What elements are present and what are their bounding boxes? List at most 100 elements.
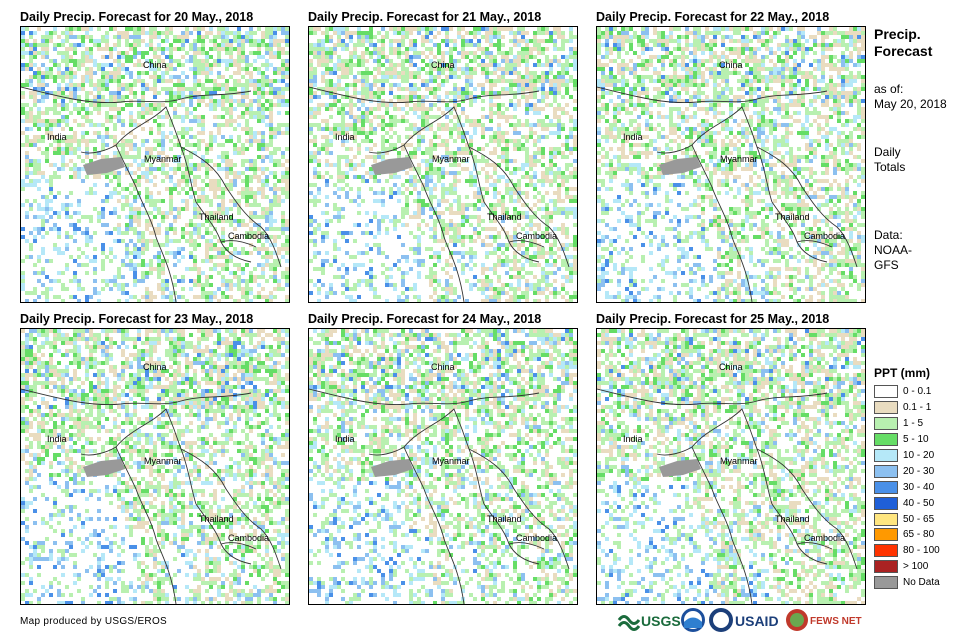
precip-cell <box>141 171 145 175</box>
precip-cell <box>145 263 149 267</box>
precip-cell <box>225 107 229 111</box>
precip-cell <box>65 139 69 143</box>
precip-cell <box>653 27 657 31</box>
precip-cell <box>565 139 569 143</box>
precip-cell <box>157 283 161 287</box>
precip-cell <box>157 259 161 263</box>
precip-cell <box>109 287 113 291</box>
precip-cell <box>261 247 265 251</box>
precip-cell <box>537 111 541 115</box>
precip-cell <box>177 207 181 211</box>
precip-cell <box>37 167 41 171</box>
precip-cell <box>493 111 497 115</box>
precip-cell <box>389 83 393 87</box>
precip-cell <box>117 215 121 219</box>
precip-cell <box>513 143 517 147</box>
precip-cell <box>73 95 77 99</box>
precip-cell <box>173 167 177 171</box>
precip-cell <box>353 155 357 159</box>
precip-cell <box>533 211 537 215</box>
precip-cell <box>73 107 77 111</box>
precip-cell <box>425 159 429 163</box>
precip-cell <box>525 191 529 195</box>
precip-cell <box>41 51 45 55</box>
precip-cell <box>161 143 165 147</box>
precip-cell <box>437 71 441 75</box>
precip-cell <box>177 211 181 215</box>
precip-cell <box>89 71 93 75</box>
precip-cell <box>217 51 221 55</box>
precip-cell <box>333 51 337 55</box>
precip-cell <box>249 271 253 275</box>
precip-cell <box>129 227 133 231</box>
precip-cell <box>45 51 49 55</box>
precip-cell <box>153 55 157 59</box>
precip-cell <box>89 55 93 59</box>
precip-cell <box>101 147 105 151</box>
precip-cell <box>549 163 553 167</box>
precip-cell <box>537 151 541 155</box>
precip-cell <box>213 291 217 295</box>
precip-cell <box>97 107 101 111</box>
precip-cell <box>373 91 377 95</box>
precip-cell <box>281 163 285 167</box>
precip-cell <box>105 231 109 235</box>
precip-cell <box>309 259 313 263</box>
precip-cell <box>277 227 281 231</box>
precip-cell <box>309 215 313 219</box>
precip-cell <box>257 155 261 159</box>
precip-cell <box>553 243 557 247</box>
precip-cell <box>549 247 553 251</box>
precip-cell <box>149 203 153 207</box>
precip-cell <box>41 35 45 39</box>
precip-cell <box>357 143 361 147</box>
precip-cell <box>325 211 329 215</box>
precip-cell <box>261 167 265 171</box>
precip-cell <box>217 207 221 211</box>
precip-cell <box>277 123 281 127</box>
precip-cell <box>497 111 501 115</box>
precip-cell <box>253 39 257 43</box>
precip-cell <box>197 215 201 219</box>
precip-cell <box>369 131 373 135</box>
precip-cell <box>429 159 433 163</box>
precip-cell <box>477 187 481 191</box>
precip-cell <box>489 211 493 215</box>
precip-cell <box>57 95 61 99</box>
precip-cell <box>233 271 237 275</box>
precip-cell <box>569 207 573 211</box>
precip-cell <box>353 223 357 227</box>
precip-cell <box>325 295 329 299</box>
precip-cell <box>69 111 73 115</box>
precip-cell <box>73 259 77 263</box>
precip-cell <box>169 43 173 47</box>
precip-cell <box>73 47 77 51</box>
precip-cell <box>465 115 469 119</box>
precip-cell <box>525 223 529 227</box>
precip-cell <box>325 31 329 35</box>
precip-cell <box>209 147 213 151</box>
precip-cell <box>33 123 37 127</box>
precip-cell <box>81 51 85 55</box>
precip-cell <box>373 83 377 87</box>
precip-cell <box>25 63 29 67</box>
precip-cell <box>317 223 321 227</box>
precip-cell <box>325 259 329 263</box>
precip-cell <box>409 123 413 127</box>
precip-cell <box>397 43 401 47</box>
precip-cell <box>77 199 81 203</box>
precip-cell <box>129 203 133 207</box>
precip-cell <box>413 55 417 59</box>
precip-cell <box>425 175 429 179</box>
precip-cell <box>121 147 125 151</box>
precip-cell <box>309 223 313 227</box>
label-india: India <box>335 132 355 142</box>
precip-cell <box>53 227 57 231</box>
precip-cell <box>317 191 321 195</box>
precip-cell <box>61 147 65 151</box>
precip-cell <box>153 199 157 203</box>
precip-cell <box>465 219 469 223</box>
precip-cell <box>545 299 549 302</box>
precip-cell <box>533 283 537 287</box>
precip-cell <box>477 119 481 123</box>
